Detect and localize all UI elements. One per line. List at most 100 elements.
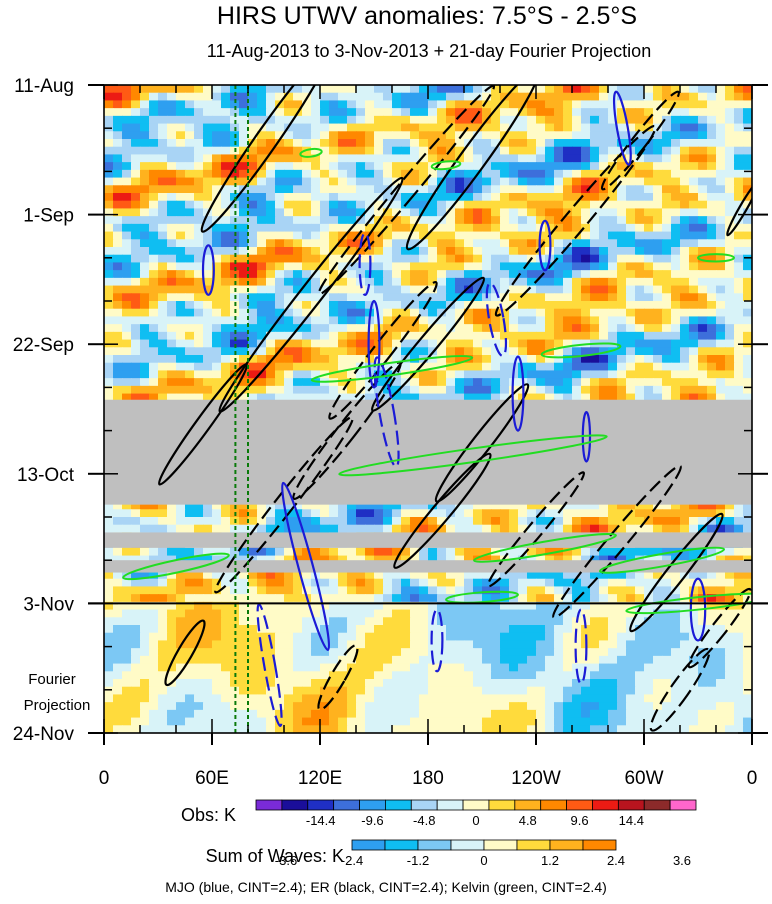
heatmap-cell: [563, 169, 573, 179]
heatmap-cell: [446, 293, 456, 302]
heatmap-cell: [338, 578, 348, 588]
heatmap-cell: [365, 185, 375, 194]
heatmap-cell: [383, 247, 393, 256]
heatmap-cell: [203, 231, 213, 240]
heatmap-cell: [410, 270, 420, 279]
heatmap-cell: [707, 547, 717, 557]
heatmap-cell: [311, 316, 321, 325]
heatmap-cell: [320, 347, 330, 356]
heatmap-cell: [320, 92, 330, 102]
heatmap-cell: [356, 370, 366, 379]
heatmap-cell: [419, 571, 429, 580]
heatmap-cell: [635, 362, 645, 372]
heatmap-cell: [131, 362, 141, 372]
heatmap-cell: [248, 370, 258, 379]
heatmap-cell: [464, 177, 474, 186]
heatmap-cell: [338, 85, 348, 94]
heatmap-cell: [185, 578, 195, 588]
heatmap-cell: [473, 85, 483, 94]
heatmap-cell: [320, 270, 330, 279]
heatmap-cell: [518, 293, 528, 302]
heatmap-cell: [653, 524, 663, 534]
heatmap-cell: [581, 293, 591, 302]
heatmap-cell: [581, 362, 591, 372]
heatmap-cell: [113, 517, 123, 526]
heatmap-cell: [419, 308, 429, 318]
heatmap-cell: [176, 517, 186, 526]
heatmap-cell: [662, 362, 672, 372]
heatmap-cell: [536, 162, 546, 171]
heatmap-cell: [176, 185, 186, 194]
heatmap-cell: [455, 594, 465, 603]
heatmap-cell: [383, 578, 393, 588]
heatmap-cell: [428, 146, 438, 156]
heatmap-cell: [203, 131, 213, 140]
heatmap-cell: [644, 331, 654, 341]
heatmap-cell: [464, 594, 474, 603]
heatmap-cell: [608, 524, 618, 534]
heatmap-cell: [707, 609, 717, 618]
heatmap-cell: [716, 247, 726, 256]
heatmap-cell: [230, 555, 240, 564]
heatmap-cell: [473, 200, 483, 210]
heatmap-cell: [221, 169, 231, 179]
heatmap-cell: [122, 231, 132, 240]
heatmap-cell: [590, 208, 600, 217]
heatmap-cell: [149, 270, 159, 279]
heatmap-cell: [554, 200, 564, 210]
heatmap-cell: [464, 200, 474, 210]
heatmap-cell: [617, 216, 627, 225]
heatmap-cell: [194, 254, 204, 264]
heatmap-cell: [347, 169, 357, 179]
heatmap-cell: [599, 586, 609, 595]
heatmap-cell: [419, 216, 429, 225]
heatmap-cell: [455, 231, 465, 240]
heatmap-cell: [365, 85, 375, 94]
heatmap-cell: [599, 216, 609, 225]
heatmap-cell: [401, 108, 411, 117]
heatmap-cell: [617, 378, 627, 387]
heatmap-cell: [518, 316, 528, 325]
heatmap-cell: [617, 547, 627, 557]
heatmap-cell: [716, 100, 726, 109]
heatmap-cell: [554, 247, 564, 256]
heatmap-cell: [473, 347, 483, 356]
heatmap-cell: [680, 154, 690, 163]
heatmap-cell: [257, 216, 267, 225]
heatmap-cell: [365, 331, 375, 341]
heatmap-cell: [131, 108, 141, 117]
heatmap-cell: [212, 92, 222, 102]
heatmap-cell: [698, 262, 708, 271]
heatmap-cell: [545, 177, 555, 186]
heatmap-cell: [401, 393, 411, 402]
heatmap-cell: [689, 324, 699, 333]
heatmap-cell: [644, 347, 654, 356]
heatmap-cell: [419, 555, 429, 564]
heatmap-cell: [527, 108, 537, 117]
heatmap-cell: [554, 316, 564, 325]
heatmap-cell: [311, 362, 321, 372]
heatmap-cell: [293, 193, 303, 202]
heatmap-cell: [167, 517, 177, 526]
heatmap-cell: [500, 254, 510, 264]
heatmap-cell: [455, 362, 465, 372]
heatmap-cell: [599, 115, 609, 125]
heatmap-cell: [455, 169, 465, 179]
heatmap-cell: [266, 169, 276, 179]
heatmap-cell: [158, 316, 168, 325]
heatmap-cell: [689, 85, 699, 94]
heatmap-cell: [671, 586, 681, 595]
heatmap-cell: [644, 509, 654, 518]
heatmap-cell: [194, 517, 204, 526]
heatmap-cell: [464, 193, 474, 202]
heatmap-cell: [581, 555, 591, 564]
heatmap-cell: [608, 123, 618, 132]
heatmap-cell: [734, 517, 744, 526]
heatmap-cell: [275, 200, 285, 210]
heatmap-cell: [500, 609, 510, 618]
heatmap-cell: [428, 169, 438, 179]
heatmap-cell: [680, 177, 690, 186]
heatmap-cell: [131, 92, 141, 102]
heatmap-cell: [554, 378, 564, 387]
heatmap-cell: [509, 331, 519, 341]
